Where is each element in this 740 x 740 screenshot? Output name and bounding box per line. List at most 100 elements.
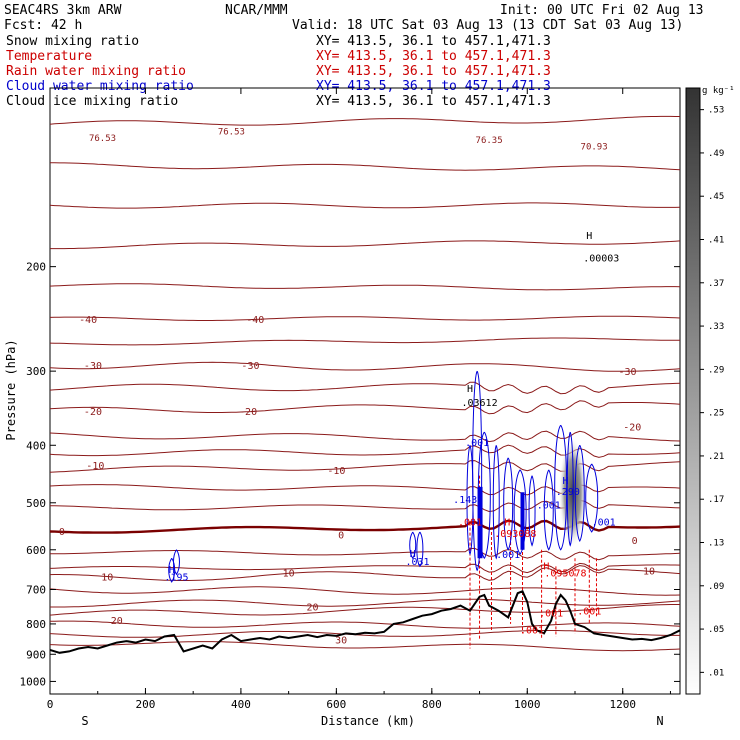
cloud-water-label: .143 (453, 495, 477, 506)
isotherm-label: -20 (84, 407, 102, 418)
x-axis-title: Distance (km) (321, 714, 415, 728)
legend-cloud-water: Cloud water mixing ratio (6, 79, 194, 94)
snow-label: .03612 (461, 398, 497, 409)
y-tick-label: 600 (26, 544, 46, 557)
isotherm-label: -30 (241, 361, 259, 372)
legend-rain-xy: XY= 413.5, 36.1 to 457.1,471.3 (316, 64, 551, 79)
top-contour-label: 70.93 (581, 143, 608, 153)
x-tick-label: 1200 (609, 698, 636, 711)
y-tick-label: 200 (26, 261, 46, 274)
x-tick-label: 600 (326, 698, 346, 711)
forecast-hour: Fcst: 42 h (4, 18, 82, 33)
isotherm-label: 20 (111, 616, 123, 627)
south-label: S (81, 714, 88, 728)
isotherm-label: -20 (239, 407, 257, 418)
y-tick-label: 900 (26, 648, 46, 661)
y-tick-label: 300 (26, 365, 46, 378)
rain-water-label: .093088 (494, 529, 536, 540)
cloud-water-contour (477, 431, 491, 560)
y-tick-label: 800 (26, 618, 46, 631)
legend-temperature-xy: XY= 413.5, 36.1 to 457.1,471.3 (316, 49, 551, 64)
north-label: N (656, 714, 663, 728)
cloud-water-contour (574, 445, 585, 543)
colorbar-tick-label: .21 (708, 452, 724, 462)
isotherm-line (49, 202, 681, 209)
isotherm-line (50, 162, 681, 171)
isotherm-line (49, 460, 681, 473)
colorbar-tick-label: .53 (708, 106, 724, 116)
legend-cloud-water-xy: XY= 413.5, 36.1 to 457.1,471.3 (316, 79, 551, 94)
cloud-water-contour (566, 431, 574, 547)
colorbar-tick-label: .33 (708, 322, 724, 332)
header: SEAC4RS 3km ARW NCAR/MMM Init: 00 UTC Fr… (4, 3, 704, 33)
colorbar: g kg⁻¹ .01 .05 .09 .13 .17 .21 .25 .29 .33 .37 .41… (685, 86, 735, 695)
isotherm-line (49, 337, 680, 346)
rain-water-label: .001 (539, 608, 563, 619)
legend-temperature: Temperature (6, 49, 92, 64)
cloud-water-label: .001 (496, 550, 520, 561)
isotherm-line (50, 240, 681, 250)
contour-labels: -40 -40 -30 -30 -30 -20 -20 -20 -10 -10 0 0 0 10 10 10 2… (59, 128, 655, 647)
cloud-water-contour (543, 469, 554, 551)
colorbar-tick-label: .45 (708, 192, 724, 202)
x-tick-label: 800 (422, 698, 442, 711)
legend-snow-xy: XY= 413.5, 36.1 to 457.1,471.3 (316, 34, 551, 49)
y-tick-label: 700 (26, 584, 46, 597)
colorbar-tick-label: .09 (708, 582, 724, 592)
cloud-water-label: .001 (592, 518, 616, 529)
hydrometeor-contours (168, 370, 599, 649)
colorbar-tick-label: .01 (708, 668, 724, 678)
snow-label: .00003 (583, 253, 619, 264)
isotherm-label: 10 (643, 566, 655, 577)
isotherm-line (49, 400, 681, 415)
rain-water-label: H (543, 562, 549, 573)
cloud-water-core (477, 486, 483, 559)
isotherm-label: -30 (84, 361, 102, 372)
cloud-water-contour (528, 475, 536, 547)
cloud-water-core (520, 492, 525, 550)
terrain-profile (49, 590, 681, 654)
cloud-water-contour (172, 549, 180, 576)
model-title: SEAC4RS 3km ARW (4, 3, 122, 18)
plot-frame (49, 87, 681, 695)
isotherm-line (50, 547, 681, 561)
cloud-water-contour (472, 370, 483, 572)
colorbar-tick-label: .37 (708, 279, 724, 289)
colorbar-tick-label: .25 (708, 409, 724, 419)
x-tick-label: 200 (136, 698, 156, 711)
isotherm-label: 0 (59, 527, 65, 538)
isotherm-label: -40 (246, 315, 264, 326)
legend-cloud-ice-xy: XY= 413.5, 36.1 to 457.1,471.3 (316, 94, 551, 109)
top-contour-label: 76.53 (218, 128, 245, 138)
cloud-water-label: .001 (465, 438, 489, 449)
cloud-water-contour (585, 463, 599, 533)
isotherm-line (49, 430, 681, 443)
legend-rain: Rain water mixing ratio (6, 64, 186, 79)
rain-water-label: .095078 (544, 568, 586, 579)
snow-label: H (586, 231, 592, 242)
x-tick-label: 400 (231, 698, 251, 711)
isotherm-label: -20 (623, 423, 641, 434)
rain-water-label: H (504, 518, 510, 529)
top-contour-label: 76.35 (476, 136, 503, 146)
cloud-water-label: .031 (405, 557, 429, 568)
isotherm-line (49, 641, 681, 652)
isotherm-label: 30 (335, 636, 347, 647)
rain-water-label: .001 (458, 518, 482, 529)
cloud-water-contour (168, 557, 176, 583)
cloud-water-label: .195 (164, 572, 188, 583)
org-label: NCAR/MMM (225, 3, 288, 18)
cloud-water-label: .001 (537, 500, 561, 511)
snow-label: H (467, 384, 473, 395)
isotherm-label: 0 (338, 530, 344, 541)
legend-snow: Snow mixing ratio (6, 34, 139, 49)
isotherm-label: -10 (327, 466, 345, 477)
cloud-water-contour (409, 531, 417, 560)
colorbar-tick-label: .13 (708, 539, 724, 549)
isotherm-line (49, 381, 681, 395)
terrain-line (49, 590, 681, 654)
x-tick-label: 0 (47, 698, 54, 711)
cloud-water-label: H (562, 476, 568, 487)
isotherm-label: -40 (79, 315, 97, 326)
